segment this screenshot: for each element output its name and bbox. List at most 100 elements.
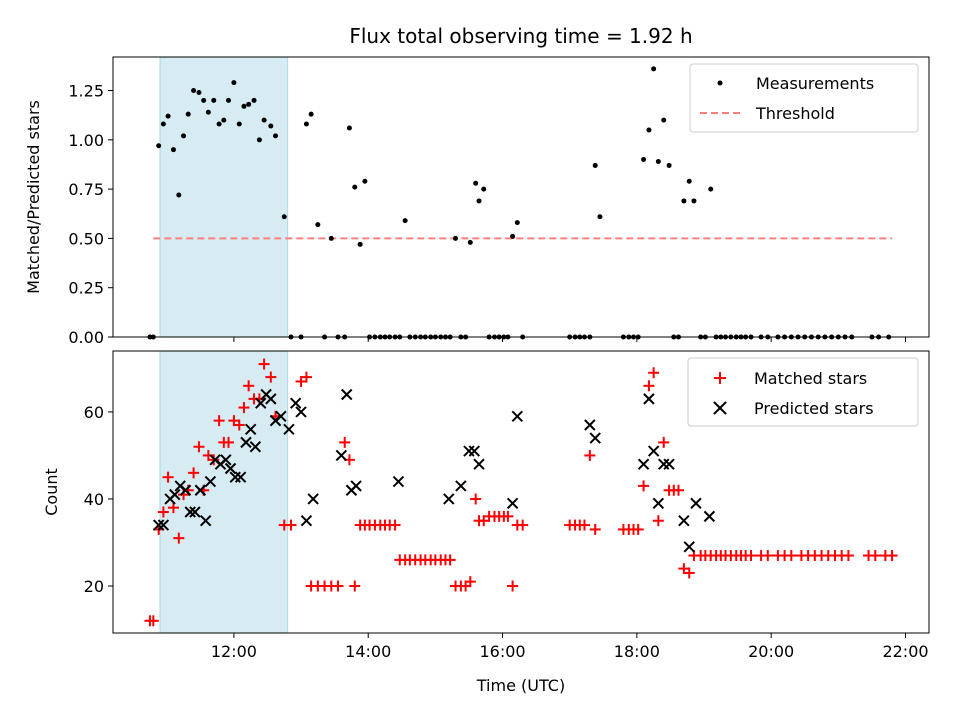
predicted-star-point (703, 510, 716, 523)
measurement-point (261, 117, 267, 123)
bottom-highlight-band (159, 350, 289, 634)
matched-star-point (578, 519, 590, 531)
predicted-star-point (678, 515, 690, 527)
bottom-y-tick-label: 60 (84, 403, 104, 422)
measurement-point (476, 198, 482, 204)
matched-star-point (223, 436, 235, 448)
matched-star-point (349, 580, 361, 592)
measurement-point (352, 184, 358, 190)
measurement-point (308, 111, 314, 117)
matched-star-point (842, 550, 854, 562)
legend-threshold-label: Threshold (755, 104, 835, 123)
matched-star-point (265, 371, 277, 383)
measurement-point (191, 88, 197, 94)
predicted-star-point (637, 458, 650, 470)
measurement-point (281, 214, 287, 220)
bottom-panel: 20 40 60 12:00 14:00 16:00 18:00 20:00 22:00 Co… (42, 350, 930, 695)
x-tick-label: 20:00 (748, 642, 794, 661)
top-axes-frame (112, 56, 930, 338)
predicted-star-point (584, 419, 596, 431)
measurement-point (473, 180, 479, 186)
matched-star-point (517, 519, 529, 531)
matched-star-point (162, 471, 174, 483)
predicted-star-point (335, 449, 348, 462)
predicted-star-points (152, 388, 716, 553)
measurement-point (691, 198, 697, 204)
predicted-star-point (506, 497, 519, 510)
matched-star-point (589, 523, 601, 535)
matched-star-point (188, 467, 200, 479)
measurement-point (201, 97, 207, 103)
legend-measurements-marker (717, 80, 723, 86)
predicted-star-point (194, 484, 207, 496)
predicted-star-point (220, 454, 232, 466)
matched-star-point (157, 506, 169, 518)
top-highlight-rect (159, 56, 289, 338)
measurement-point (176, 192, 182, 198)
matched-star-point (785, 550, 797, 562)
measurement-point (268, 123, 274, 129)
predicted-star-point (300, 515, 313, 527)
measurement-point (221, 117, 227, 123)
bottom-axes-frame (112, 350, 930, 634)
matched-star-point (507, 580, 519, 592)
measurement-point (251, 97, 257, 103)
predicted-star-point (204, 475, 217, 488)
matched-star-point (332, 580, 344, 592)
predicted-star-point (249, 441, 262, 453)
measurement-point (196, 89, 202, 95)
measurement-point (651, 66, 657, 72)
bottom-y-axis-label: Count (42, 468, 61, 516)
matched-star-point (193, 441, 205, 453)
predicted-star-point (511, 410, 524, 422)
predicted-star-point (199, 515, 212, 527)
predicted-star-point (265, 393, 277, 405)
measurement-point (236, 121, 242, 127)
matched-star-point (745, 550, 757, 562)
predicted-star-point (224, 462, 237, 475)
measurement-point (303, 121, 309, 127)
predicted-star-point (152, 519, 165, 531)
matched-star-point (285, 519, 297, 531)
chart-title: Flux total observing time = 1.92 h (349, 24, 692, 48)
measurement-point (246, 101, 252, 107)
measurement-points (147, 66, 892, 340)
measurement-point (592, 162, 598, 168)
matched-star-point (213, 415, 225, 427)
measurement-point (597, 214, 603, 220)
measurement-point (646, 127, 652, 133)
predicted-star-point (443, 493, 455, 505)
measurement-point (402, 218, 408, 224)
matched-star-point (389, 519, 401, 531)
measurement-point (273, 133, 279, 139)
matched-star-point (339, 436, 351, 448)
predicted-star-point (283, 423, 295, 436)
matched-star-point (258, 358, 270, 370)
matched-star-point (683, 567, 695, 579)
matched-star-point (584, 449, 596, 461)
bottom-highlight-rect (159, 350, 289, 634)
predicted-star-point (463, 445, 475, 457)
measurement-point (510, 233, 516, 239)
predicted-star-point (255, 397, 267, 409)
measurement-point (160, 121, 166, 127)
predicted-star-point (157, 519, 170, 531)
predicted-star-point (663, 458, 675, 470)
measurement-point (170, 147, 176, 153)
measurement-point (681, 198, 687, 204)
measurement-point (241, 103, 247, 109)
matched-star-point (167, 502, 179, 514)
matched-star-point (648, 367, 660, 379)
top-y-tick-label: 1.25 (68, 82, 104, 101)
matched-star-point (147, 615, 159, 627)
bottom-y-tick-label: 20 (84, 577, 104, 596)
measurement-point (666, 162, 672, 168)
bottom-y-ticks: 20 40 60 (84, 403, 113, 596)
bottom-legend-box (687, 357, 919, 427)
measurement-point (686, 178, 692, 184)
predicted-star-point (189, 506, 201, 518)
predicted-star-point (468, 445, 481, 457)
measurement-point (165, 113, 171, 119)
predicted-star-point (589, 432, 601, 444)
matched-star-point (464, 576, 476, 588)
